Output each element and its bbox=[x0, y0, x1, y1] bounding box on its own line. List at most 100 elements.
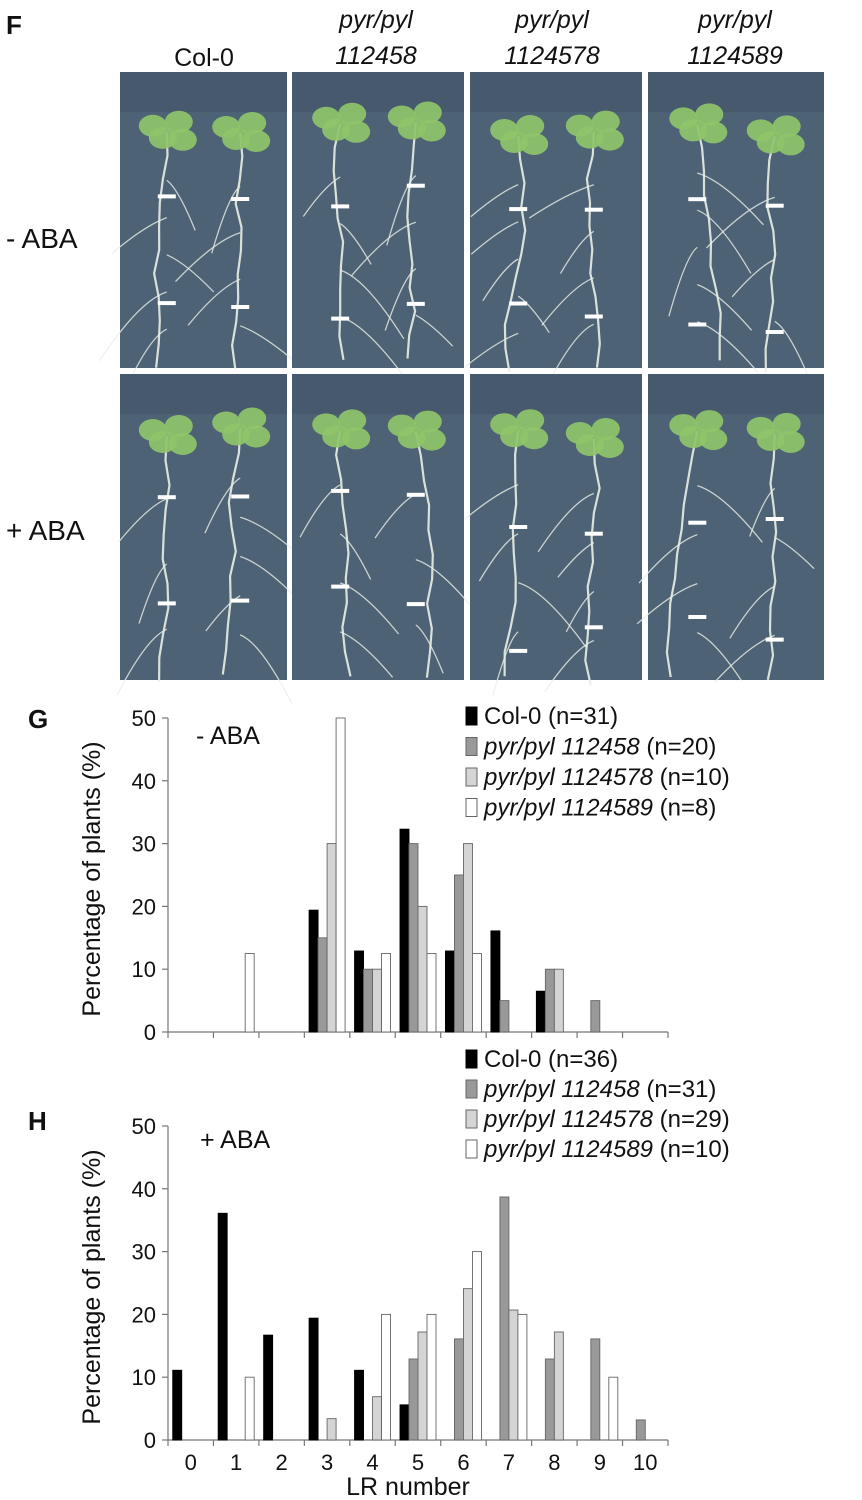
root-marker bbox=[157, 194, 176, 199]
seedling bbox=[116, 415, 197, 696]
seedling-photo-plus-aba-112458 bbox=[292, 374, 479, 680]
panel-h: H + ABA 0 10 20 30 40 50 0 1 2 3 4 5 6 7 8 9 10 LR number… bbox=[28, 1046, 730, 1500]
root-marker bbox=[406, 602, 425, 607]
root-marker bbox=[584, 531, 603, 536]
seedling bbox=[351, 101, 454, 359]
bar-g-series-2-cat-8 bbox=[553, 968, 564, 1033]
seedling bbox=[464, 115, 550, 373]
y-tick-label: 10 bbox=[132, 957, 156, 982]
primary-root bbox=[152, 131, 169, 368]
lateral-root bbox=[541, 277, 595, 326]
panel-letter-g: G bbox=[28, 704, 48, 734]
lateral-root bbox=[111, 216, 168, 255]
leaf bbox=[516, 115, 545, 137]
legend-label: Col-0 (n=36) bbox=[484, 1046, 618, 1073]
seedling bbox=[713, 412, 815, 684]
lateral-root bbox=[166, 254, 215, 293]
seedling bbox=[706, 115, 811, 382]
leaf bbox=[772, 412, 801, 435]
lateral-root bbox=[384, 268, 417, 331]
seedling bbox=[98, 110, 215, 398]
leaf bbox=[164, 110, 193, 133]
bars bbox=[172, 1196, 646, 1441]
root-marker bbox=[331, 584, 350, 589]
root-marker bbox=[688, 322, 707, 327]
legend-label: pyr/pyl 1124578 (n=29) bbox=[483, 1106, 730, 1133]
bar-g-series-2-cat-5 bbox=[417, 905, 428, 1033]
lateral-root bbox=[470, 184, 519, 218]
primary-root bbox=[696, 124, 722, 361]
legend-label: pyr/pyl 112458 (n=31) bbox=[483, 1076, 716, 1103]
leaf bbox=[342, 120, 371, 143]
genotype-label-112458-line2: 112458 bbox=[335, 42, 417, 70]
bar-g-series-0-cat-8 bbox=[535, 990, 546, 1033]
condition-label-minus-aba: - ABA bbox=[6, 223, 78, 254]
bar-g-series-3-cat-4 bbox=[381, 953, 391, 1033]
seedling bbox=[299, 409, 400, 678]
legend-swatch bbox=[465, 737, 478, 756]
lateral-root bbox=[351, 221, 416, 277]
lateral-root bbox=[729, 585, 775, 639]
legend-item: pyr/pyl 1124589 (n=8) bbox=[465, 795, 716, 822]
lateral-root bbox=[697, 172, 764, 226]
x-tick-label: 5 bbox=[412, 1450, 424, 1475]
y-tick-label: 0 bbox=[144, 1428, 156, 1453]
leaf bbox=[595, 436, 624, 458]
plate-shade bbox=[648, 374, 824, 414]
x-tick-label: 8 bbox=[548, 1450, 560, 1475]
lateral-root bbox=[175, 232, 241, 283]
lateral-root bbox=[339, 223, 372, 265]
lateral-root bbox=[774, 536, 815, 570]
legend-label: pyr/pyl 1124578 (n=10) bbox=[483, 764, 730, 791]
lateral-root bbox=[187, 278, 241, 326]
legend-item: pyr/pyl 1124589 (n=10) bbox=[465, 1136, 730, 1163]
lateral-root bbox=[731, 258, 775, 298]
x-tick-label: 7 bbox=[503, 1450, 515, 1475]
root-marker bbox=[688, 520, 707, 525]
lateral-root bbox=[339, 533, 372, 580]
lateral-root bbox=[138, 563, 168, 624]
lateral-root bbox=[638, 533, 698, 584]
lateral-root bbox=[339, 631, 394, 678]
lateral-root bbox=[204, 477, 241, 534]
leaf bbox=[595, 128, 624, 151]
lateral-root bbox=[518, 582, 587, 649]
legend: Col-0 (n=36) pyr/pyl 112458 (n=31) pyr/pyl… bbox=[465, 1046, 730, 1163]
leaf bbox=[342, 427, 371, 450]
bar-g-series-0-cat-7 bbox=[490, 930, 501, 1033]
y-tick-label: 40 bbox=[132, 769, 156, 794]
leaf bbox=[168, 128, 197, 151]
lateral-root bbox=[211, 185, 241, 254]
bar-h-series-1-cat-7 bbox=[499, 1196, 510, 1441]
primary-root bbox=[230, 132, 244, 370]
leaf bbox=[516, 409, 545, 432]
bar-g-series-0-cat-4 bbox=[354, 950, 364, 1033]
bar-h-series-0-cat-5 bbox=[399, 1404, 410, 1441]
y-tick-label: 30 bbox=[132, 832, 156, 857]
x-tick-label: 4 bbox=[366, 1450, 378, 1475]
leaf bbox=[699, 428, 728, 451]
bar-g-series-2-cat-4 bbox=[372, 968, 382, 1033]
lateral-root bbox=[470, 221, 519, 255]
x-tick-label: 3 bbox=[321, 1450, 333, 1475]
bar-g-series-1-cat-5 bbox=[408, 843, 419, 1033]
leaf bbox=[520, 427, 549, 450]
lateral-root bbox=[415, 624, 444, 674]
legend-item: Col-0 (n=36) bbox=[465, 1046, 618, 1073]
lateral-root bbox=[774, 320, 811, 382]
bar-h-series-0-cat-0 bbox=[172, 1369, 183, 1441]
legend-item: pyr/pyl 1124578 (n=29) bbox=[465, 1106, 730, 1133]
lateral-root bbox=[302, 176, 341, 217]
x-tick-label: 0 bbox=[185, 1450, 197, 1475]
bar-h-series-2-cat-3 bbox=[326, 1418, 337, 1441]
bar-g-series-3-cat-3 bbox=[335, 717, 346, 1033]
chart-h: 0 10 20 30 40 50 0 1 2 3 4 5 6 7 8 9 10 LR number Percenta… bbox=[78, 1046, 730, 1500]
bar-h-series-2-cat-5 bbox=[417, 1331, 428, 1441]
y-tick-label: 20 bbox=[132, 894, 156, 919]
leaf bbox=[776, 133, 805, 156]
legend-item: pyr/pyl 1124578 (n=10) bbox=[465, 764, 730, 791]
genotype-label-col0: Col-0 bbox=[174, 44, 234, 72]
legend-swatch bbox=[465, 798, 478, 817]
root-marker bbox=[509, 301, 528, 306]
plate-shade bbox=[648, 72, 824, 112]
